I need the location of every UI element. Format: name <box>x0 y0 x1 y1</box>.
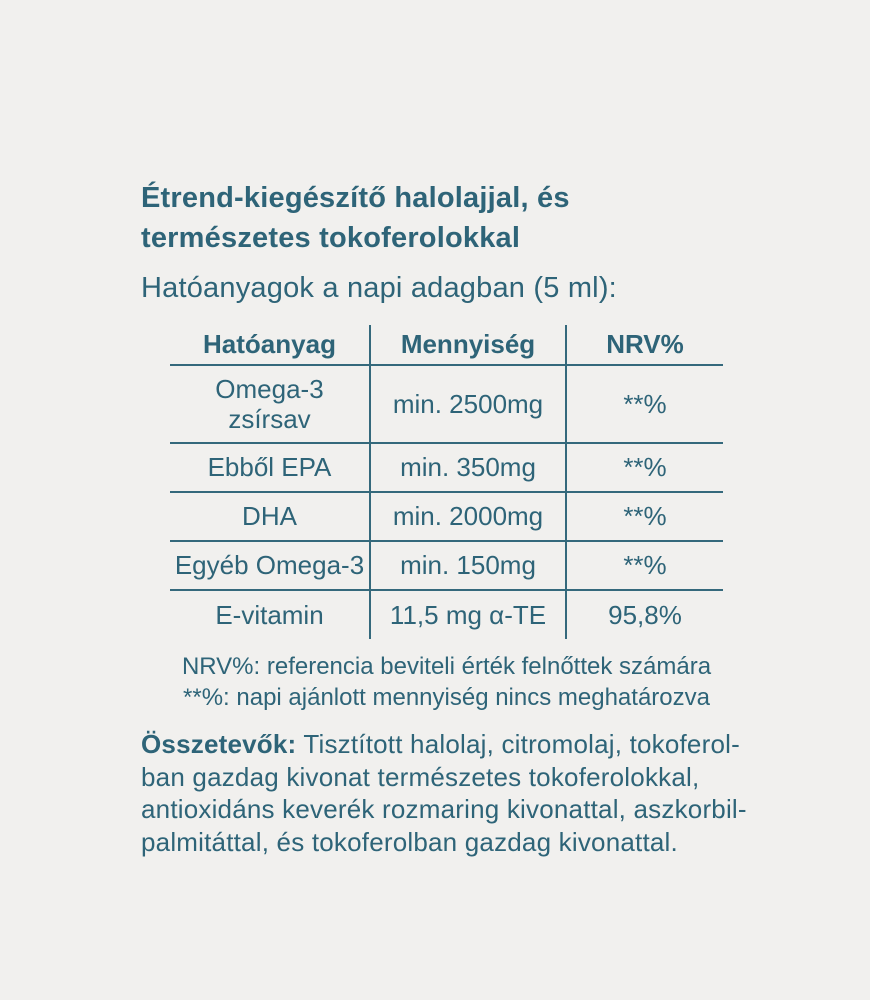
active-ingredients-subtitle: Hatóanyagok a napi adagban (5 ml): <box>141 272 617 305</box>
cell-amount: 11,5 mg α-TE <box>369 590 566 640</box>
ingredients-text: Tisztított halolaj, citromolaj, tokofero… <box>141 728 747 858</box>
ingredients-paragraph: Összetevők: Tisztított halolaj, citromol… <box>141 728 791 859</box>
cell-nrv: 95,8% <box>565 590 723 640</box>
header-row: Hatóanyag Mennyiség NRV% <box>170 325 723 367</box>
table-row: Omega-3 zsírsav min. 2500mg **% <box>170 365 723 445</box>
cell-substance: E-vitamin <box>215 599 324 630</box>
ingredients-label: Összetevők: <box>141 728 297 759</box>
table-row: DHA min. 2000mg **% <box>170 492 723 543</box>
header-substance: Hatóanyag <box>170 325 370 367</box>
supplement-label: Étrend-kiegészítő halolajjal, és termész… <box>141 178 801 859</box>
cell-amount: min. 2000mg <box>369 492 566 543</box>
cell-substance: DHA <box>170 492 370 543</box>
footnote-nrv: NRV%: referencia beviteli érték felnőtte… <box>181 653 712 681</box>
cell-nrv: **% <box>565 443 723 494</box>
cell-substance: Omega-3 zsírsav <box>170 365 370 445</box>
cell-amount: min. 2500mg <box>369 365 566 445</box>
cell-nrv: **% <box>565 365 723 445</box>
footnote-asterisk: **%: napi ajánlott mennyiség nincs megha… <box>183 683 710 711</box>
cell-amount: min. 350mg <box>369 443 566 494</box>
cell-nrv: **% <box>565 492 723 543</box>
table-row: Egyéb Omega-3 min. 150mg **% <box>170 541 723 592</box>
cell-substance: Ebből EPA <box>170 443 370 494</box>
cell-amount: min. 150mg <box>369 541 566 592</box>
table-row: E-vitamin 11,5 mg α-TE 95,8% <box>170 590 723 640</box>
cell-nrv: **% <box>565 541 723 592</box>
product-title: Étrend-kiegészítő halolajjal, és termész… <box>141 182 570 255</box>
table-row: Ebből EPA min. 350mg **% <box>170 443 723 494</box>
header-nrv: NRV% <box>565 325 723 367</box>
nutrition-table-header: Hatóanyag Mennyiség NRV% <box>170 325 723 367</box>
table-footnotes: NRV%: referencia beviteli érték felnőtte… <box>170 652 723 713</box>
nutrition-table: Hatóanyag Mennyiség NRV% Omega-3 zsírsav… <box>170 325 723 640</box>
header-amount: Mennyiség <box>369 325 566 367</box>
cell-substance: Egyéb Omega-3 <box>170 541 370 592</box>
